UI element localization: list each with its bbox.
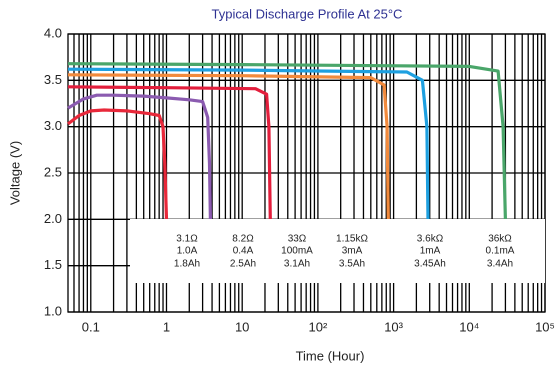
legend-capacity: 3.45Ah bbox=[414, 259, 446, 270]
y-tick-label: 1.5 bbox=[44, 257, 62, 272]
y-tick-label: 3.5 bbox=[44, 72, 62, 87]
legend-name: 1.15kΩ bbox=[336, 234, 368, 245]
x-tick-label: 0.1 bbox=[82, 319, 100, 334]
legend-current: 0.1mA bbox=[486, 246, 515, 257]
series-line bbox=[67, 73, 390, 220]
series-line bbox=[67, 93, 212, 220]
legend-name: 3.6kΩ bbox=[417, 234, 444, 245]
legend-capacity: 3.1Ah bbox=[284, 259, 310, 270]
series-line bbox=[67, 108, 169, 220]
x-axis-label: Time (Hour) bbox=[296, 348, 365, 363]
legend-name: 33Ω bbox=[288, 234, 307, 245]
plot-frame bbox=[67, 33, 546, 313]
x-tick-label: 10⁵ bbox=[535, 319, 555, 334]
legend-capacity: 3.5Ah bbox=[339, 259, 365, 270]
y-tick-label: 4.0 bbox=[44, 25, 62, 40]
y-tick-label: 2.0 bbox=[44, 211, 62, 226]
y-tick-label: 1.0 bbox=[44, 303, 62, 318]
legend-name: 3.1Ω bbox=[176, 234, 198, 245]
legend-name: 8.2Ω bbox=[232, 234, 254, 245]
legend-capacity: 3.4Ah bbox=[487, 259, 513, 270]
series-line bbox=[67, 62, 507, 220]
legend-current: 1.0A bbox=[177, 246, 198, 257]
y-axis-label: Voltage (V) bbox=[7, 141, 22, 205]
x-tick-label: 1 bbox=[163, 319, 170, 334]
x-tick-label: 10³ bbox=[384, 319, 403, 334]
series-line bbox=[67, 85, 272, 220]
series-line bbox=[67, 67, 430, 220]
chart-title: Typical Discharge Profile At 25°C bbox=[212, 6, 403, 21]
y-tick-label: 2.5 bbox=[44, 164, 62, 179]
legend-box bbox=[130, 219, 545, 283]
x-tick-label: 10 bbox=[235, 319, 249, 334]
legend-current: 3mA bbox=[342, 246, 363, 257]
legend-capacity: 1.8Ah bbox=[174, 259, 200, 270]
legend-current: 1mA bbox=[420, 246, 441, 257]
legend-name: 36kΩ bbox=[488, 234, 512, 245]
x-tick-label: 10² bbox=[308, 319, 327, 334]
legend-current: 100mA bbox=[281, 246, 313, 257]
legend-current: 0.4A bbox=[233, 246, 254, 257]
legend-capacity: 2.5Ah bbox=[230, 259, 256, 270]
x-tick-label: 10⁴ bbox=[459, 319, 479, 334]
y-tick-label: 3.0 bbox=[44, 118, 62, 133]
